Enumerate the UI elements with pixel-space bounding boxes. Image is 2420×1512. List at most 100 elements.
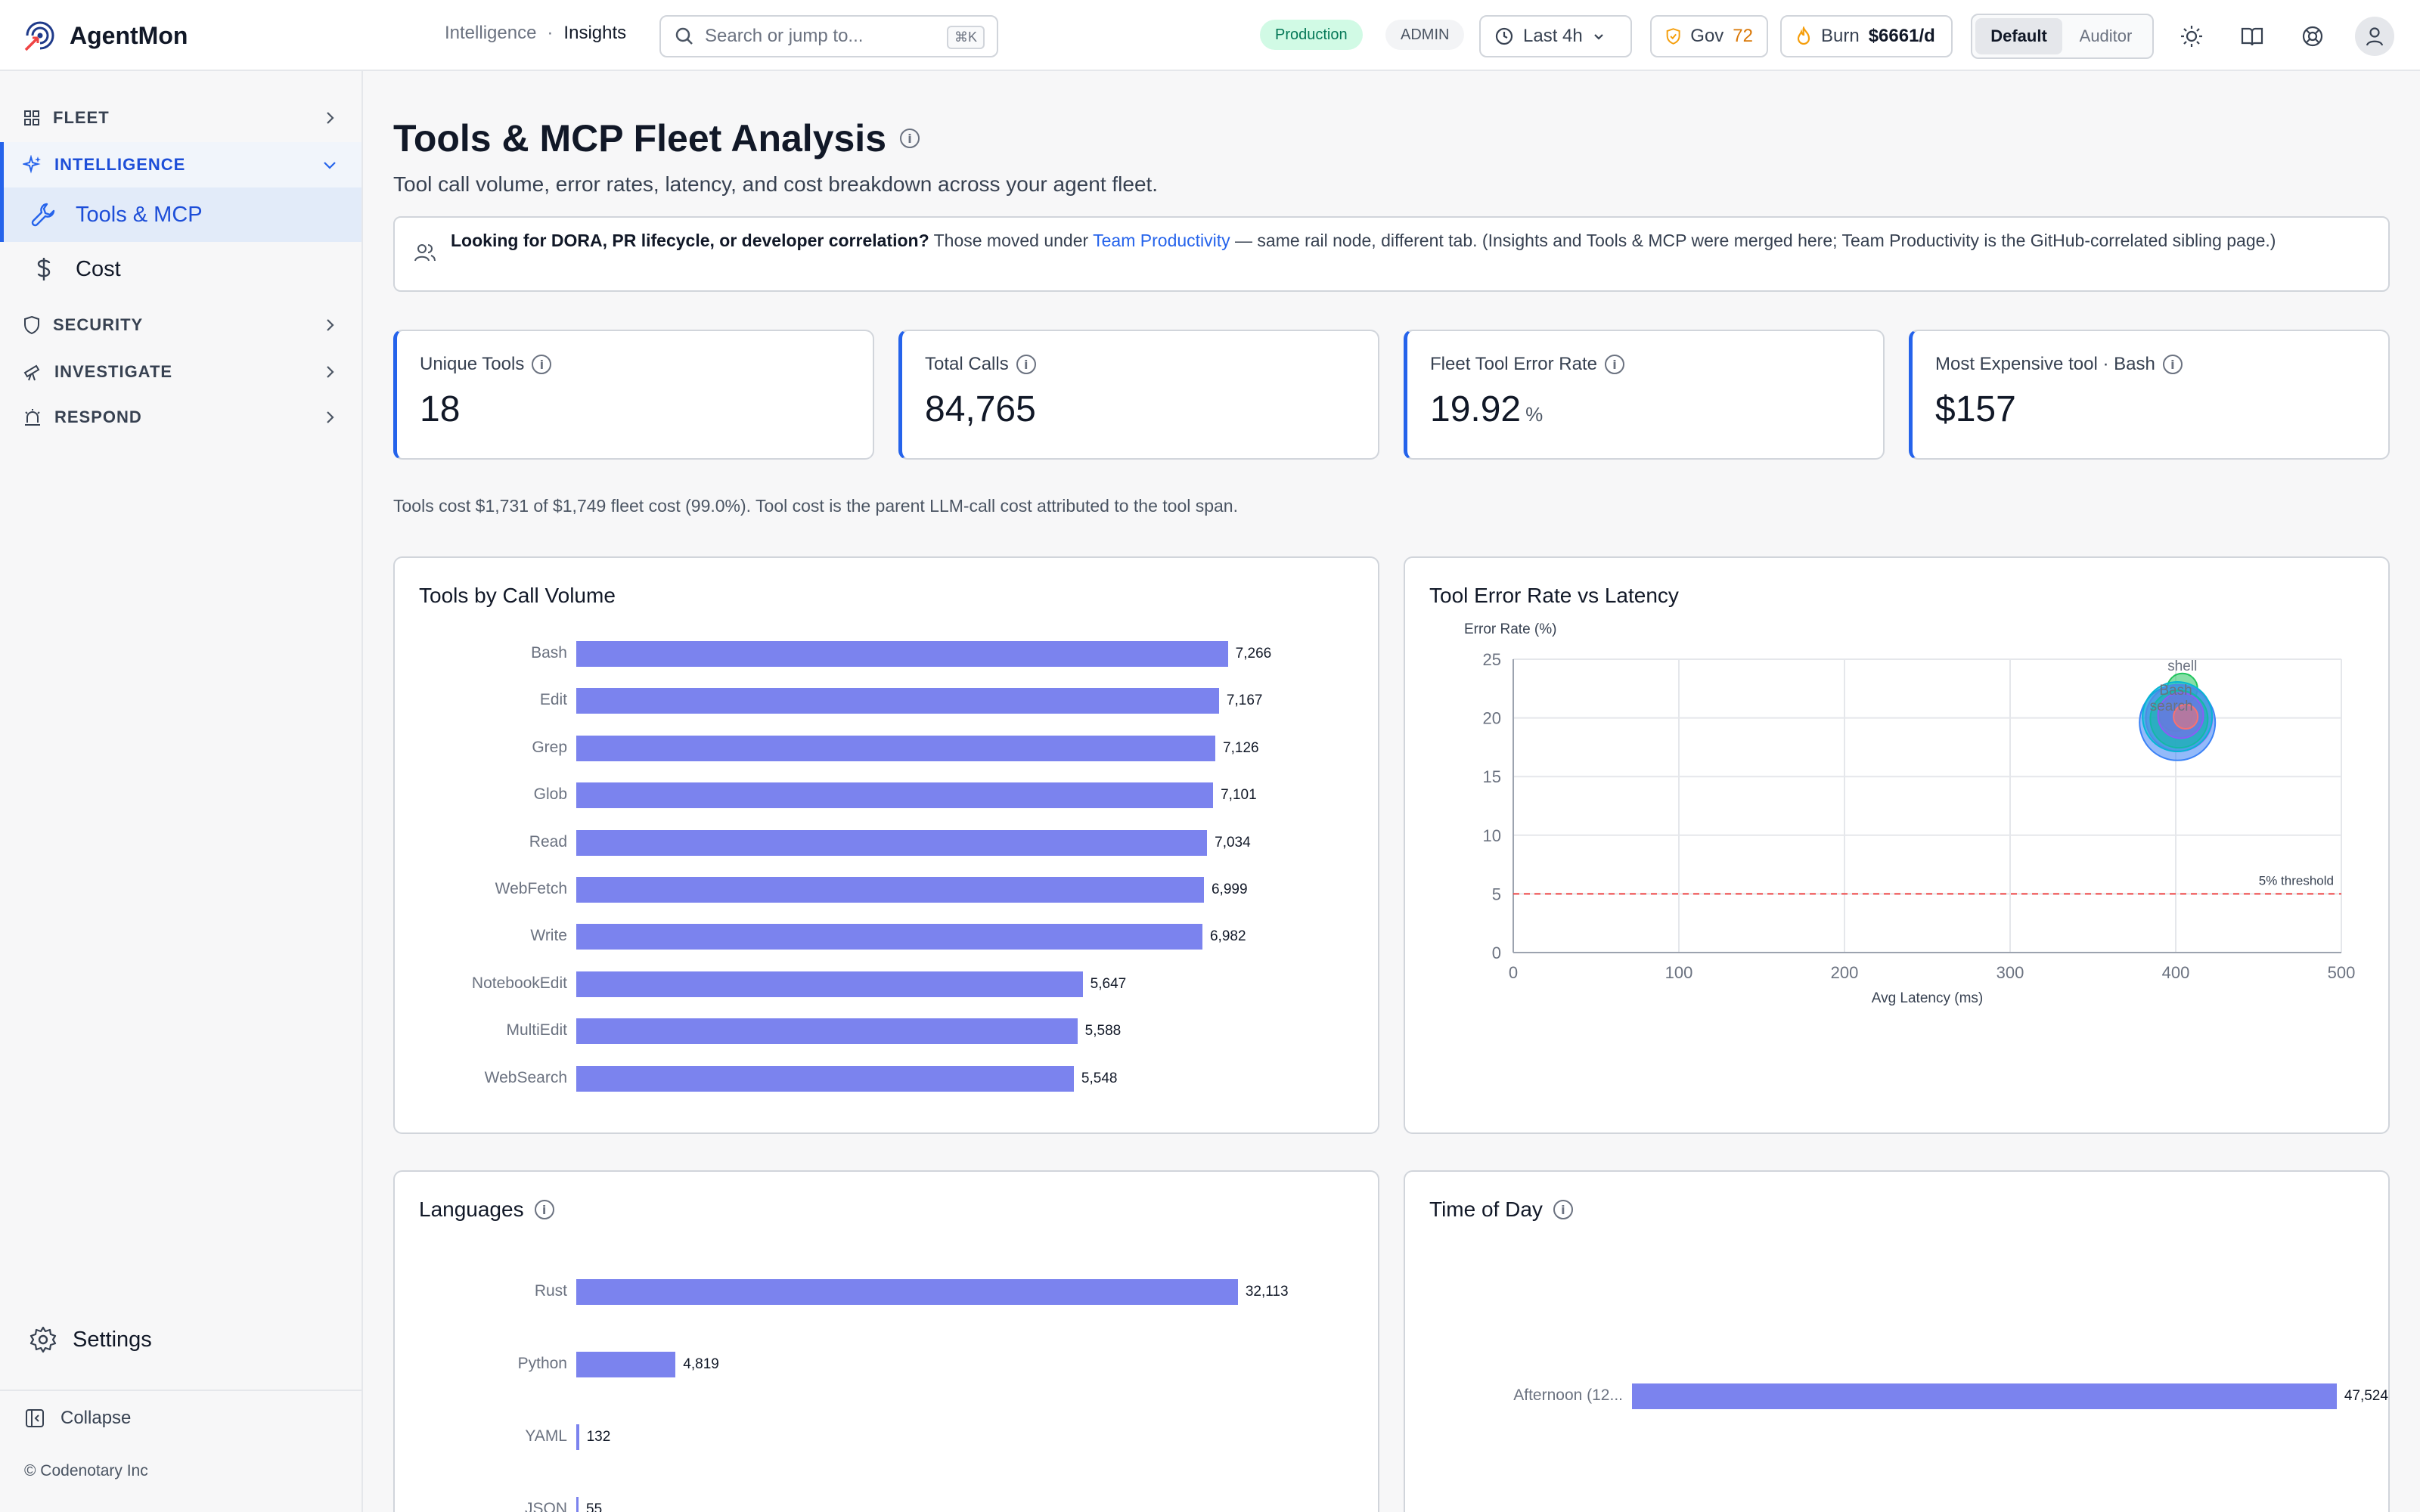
bar-value-label: 5,647 <box>1090 975 1127 992</box>
bar[interactable] <box>576 971 1083 997</box>
y-tick-label: 25 <box>1483 650 1501 669</box>
bar[interactable] <box>576 1018 1078 1045</box>
bar[interactable] <box>576 1279 1238 1305</box>
banner-heading: Looking for DORA, PR lifecycle, or devel… <box>451 231 929 250</box>
bar-row: Afternoon (12... 47,524 <box>1429 1383 2388 1409</box>
tool-cost-note: Tools cost $1,731 of $1,749 fleet cost (… <box>393 496 1238 516</box>
bar[interactable] <box>576 877 1204 903</box>
kpi-label: Most Expensive tool · Bash <box>1935 354 2155 374</box>
x-tick-label: 0 <box>1509 963 1518 982</box>
bar[interactable] <box>576 1352 676 1377</box>
user-menu-button[interactable] <box>2355 17 2394 56</box>
settings-link[interactable]: Settings <box>0 1317 361 1362</box>
bar[interactable] <box>576 829 1208 856</box>
sidebar-item-cost[interactable]: Cost <box>0 242 361 296</box>
breadcrumb-separator: · <box>547 23 554 43</box>
bar-value-label: 4,819 <box>683 1356 719 1372</box>
bar-row: YAML 132 <box>419 1424 1357 1450</box>
chevron-down-icon <box>1593 34 1603 40</box>
scatter-point[interactable] <box>2173 704 2199 730</box>
sidebar-section-intelligence[interactable]: INTELLIGENCE <box>0 142 361 187</box>
tools-bar-chart: Bash 7,266 Edit 7,167 Grep 7,126 Glob 7,101 Read… <box>419 637 1357 1105</box>
y-tick-label: 20 <box>1483 709 1501 728</box>
search-input[interactable]: Search or jump to... ⌘K <box>659 15 998 57</box>
kpi-value: 19.92 <box>1430 389 1522 429</box>
governance-score-button[interactable]: Gov 72 <box>1650 15 1768 57</box>
kpi-value: 84,765 <box>925 389 1036 429</box>
burn-rate-button[interactable]: Burn $6661/d <box>1780 15 1953 57</box>
help-button[interactable] <box>2294 18 2331 54</box>
y-tick-label: 0 <box>1492 943 1501 962</box>
bar[interactable] <box>576 1065 1074 1092</box>
info-icon[interactable]: i <box>532 355 552 374</box>
info-icon[interactable]: i <box>900 129 920 148</box>
docs-button[interactable] <box>2234 18 2270 54</box>
sidebar-item-label: Cost <box>76 256 121 281</box>
breadcrumb-intelligence[interactable]: Intelligence <box>445 23 537 43</box>
bar-row: MultiEdit 5,588 <box>419 1018 1357 1045</box>
time-of-day-card: Time of Day i Afternoon (12... 47,524 <box>1404 1170 2390 1512</box>
sidebar-section-respond[interactable]: RESPOND <box>0 395 361 440</box>
point-label: shell <box>2167 658 2197 674</box>
time-range-select[interactable]: Last 4h <box>1479 15 1632 57</box>
tools-by-call-volume-card: Tools by Call Volume Bash 7,266 Edit 7,167 G… <box>393 556 1379 1134</box>
bar[interactable] <box>576 782 1214 809</box>
bar-row: WebFetch 6,999 <box>419 877 1357 903</box>
bar-row: Edit 7,167 <box>419 688 1357 714</box>
bar[interactable] <box>1632 1383 2337 1409</box>
sidebar-item-tools-mcp[interactable]: Tools & MCP <box>0 187 361 242</box>
sidebar-section-security[interactable]: SECURITY <box>0 302 361 348</box>
kpi-value: $157 <box>1935 389 2016 429</box>
theme-toggle-button[interactable] <box>2173 18 2210 54</box>
clock-icon <box>1495 27 1513 45</box>
bar[interactable] <box>576 688 1219 714</box>
users-icon <box>414 244 436 262</box>
bar[interactable] <box>576 1497 579 1512</box>
info-icon[interactable]: i <box>1553 1200 1573 1219</box>
view-auditor-button[interactable]: Auditor <box>2079 26 2133 45</box>
info-icon[interactable]: i <box>1016 355 1036 374</box>
bar-category-label: Grep <box>532 738 567 756</box>
sidebar-section-fleet[interactable]: FLEET <box>0 95 361 141</box>
kpi-value: 18 <box>420 389 461 429</box>
card-title: Time of Day <box>1429 1198 1543 1221</box>
info-icon[interactable]: i <box>1604 355 1624 374</box>
view-default-button[interactable]: Default <box>1975 18 2062 54</box>
bar[interactable] <box>576 641 1228 667</box>
sidebar-section-label: RESPOND <box>54 407 142 426</box>
bar-category-label: Python <box>517 1355 567 1372</box>
breadcrumb: Intelligence · Insights <box>445 23 626 44</box>
bar-category-label: Read <box>529 832 567 850</box>
sidebar: FLEET INTELLIGENCE Tools & MCP Cost SECU… <box>0 71 363 1512</box>
y-axis-label: Error Rate (%) <box>1464 621 1556 637</box>
banner-text: Those moved under <box>929 231 1094 250</box>
info-icon[interactable]: i <box>2162 355 2183 374</box>
bar-category-label: Edit <box>539 691 567 709</box>
x-tick-label: 200 <box>1831 963 1859 982</box>
gov-label: Gov <box>1690 26 1724 46</box>
kpi-card-total-calls: Total Calls i 84,765 <box>898 330 1379 460</box>
page-title: Tools & MCP Fleet Analysis <box>393 117 887 160</box>
point-label: search <box>2150 699 2193 714</box>
info-icon[interactable]: i <box>534 1200 554 1219</box>
team-productivity-link[interactable]: Team Productivity <box>1093 231 1230 250</box>
sidebar-section-investigate[interactable]: INVESTIGATE <box>0 349 361 395</box>
view-mode-toggle: Default Auditor <box>1971 14 2154 59</box>
bar[interactable] <box>576 1424 579 1450</box>
sidebar-section-label: INVESTIGATE <box>54 362 173 381</box>
bar[interactable] <box>576 735 1216 761</box>
environment-badge: Production <box>1260 20 1363 50</box>
bar[interactable] <box>576 924 1202 950</box>
bar-category-label: Write <box>530 927 567 945</box>
app-logo[interactable]: AgentMon <box>23 18 188 53</box>
error-rate-vs-latency-card: Tool Error Rate vs Latency 0 100 200 300 400… <box>1404 556 2390 1134</box>
sidebar-item-label: Tools & MCP <box>76 202 203 227</box>
wrench-icon <box>31 203 55 227</box>
x-tick-label: 500 <box>2328 963 2356 982</box>
point-label: Bash <box>2159 683 2192 699</box>
bar-value-label: 32,113 <box>1245 1284 1289 1300</box>
lifebuoy-icon <box>2302 26 2323 47</box>
collapse-sidebar-button[interactable]: Collapse <box>0 1399 361 1438</box>
bar-row: Read 7,034 <box>419 829 1357 856</box>
page-subtitle: Tool call volume, error rates, latency, … <box>393 172 1159 196</box>
